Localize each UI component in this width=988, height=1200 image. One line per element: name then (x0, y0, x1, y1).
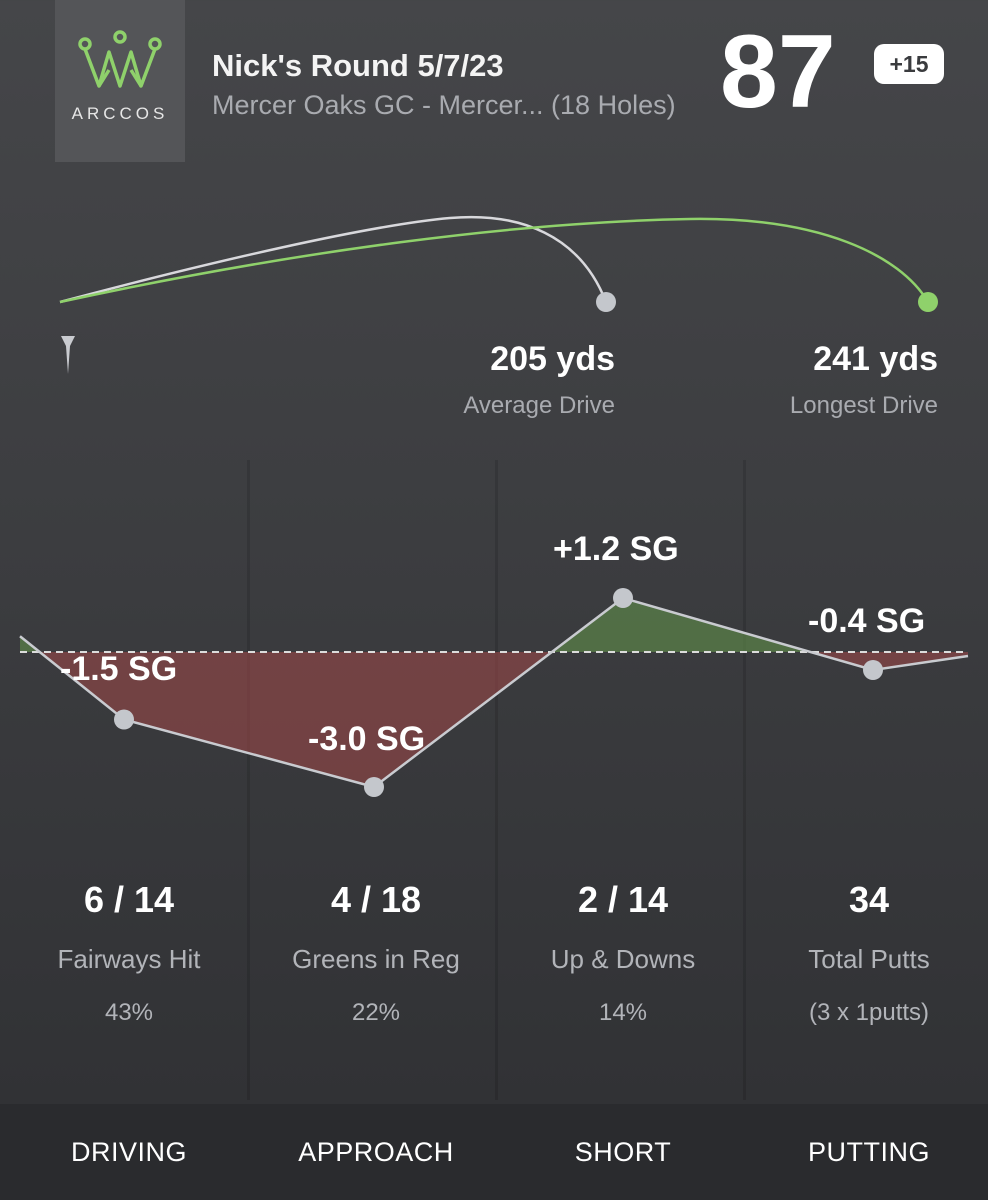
tab-driving[interactable]: DRIVING (70, 1136, 187, 1167)
tab-putting[interactable]: PUTTING (808, 1136, 930, 1167)
average-drive-label: Average Drive (463, 392, 615, 419)
total-score: 87 (720, 14, 836, 130)
total-putts-value: 34 (848, 879, 890, 920)
sg-label-approach: -3.0 SG (308, 720, 426, 758)
sg-negative-area (124, 652, 374, 787)
longest-drive-endpoint (918, 292, 938, 312)
tee-icon (61, 336, 75, 374)
crown-icon (78, 30, 162, 88)
greens-in-reg-label: Greens in Reg (292, 944, 460, 974)
longest-drive-arc (59, 217, 930, 304)
average-drive-value: 205 yds (490, 340, 615, 378)
average-drive-arc (59, 215, 608, 304)
sg-line (19, 596, 969, 789)
strokes-gained-chart (19, 588, 969, 797)
tab-approach[interactable]: APPROACH (298, 1136, 454, 1167)
up-and-downs-percent: 14% (598, 999, 648, 1026)
sg-label-driving: -1.5 SG (60, 650, 178, 688)
drive-trajectory-graphic (59, 215, 938, 374)
stat-driving: 6 / 14 Fairways Hit 43% (5, 870, 253, 1027)
one-putts-detail: (3 x 1putts) (808, 999, 930, 1026)
sg-point-putting (863, 660, 883, 680)
column-divider (247, 460, 250, 1100)
stat-putting: 34 Total Putts (3 x 1putts) (745, 870, 988, 1027)
up-and-downs-value: 2 / 14 (577, 879, 669, 920)
average-drive-endpoint (596, 292, 616, 312)
tab-short[interactable]: SHORT (574, 1136, 672, 1167)
stat-approach: 4 / 18 Greens in Reg 22% (252, 870, 500, 1027)
up-and-downs-label: Up & Downs (550, 944, 696, 974)
arccos-logo: ARCCOS (55, 0, 185, 162)
sg-point-short (613, 588, 633, 608)
greens-in-reg-percent: 22% (351, 999, 401, 1026)
column-divider (743, 460, 746, 1100)
fairways-hit-value: 6 / 14 (83, 879, 175, 920)
greens-in-reg-value: 4 / 18 (330, 879, 422, 920)
column-divider (495, 460, 498, 1100)
longest-drive-value: 241 yds (813, 340, 938, 378)
to-par-badge: +15 (874, 44, 944, 84)
sg-label-putting: -0.4 SG (808, 602, 926, 640)
course-name: Mercer Oaks GC - Mercer... (18 Holes) (212, 90, 676, 120)
longest-drive-label: Longest Drive (789, 392, 938, 419)
brand-name: ARCCOS (71, 104, 169, 123)
round-title: Nick's Round 5/7/23 (212, 48, 504, 83)
stat-short: 2 / 14 Up & Downs 14% (499, 870, 747, 1027)
sg-label-short: +1.2 SG (553, 530, 679, 568)
sg-point-approach (364, 777, 384, 797)
total-putts-label: Total Putts (808, 944, 930, 974)
fairways-hit-label: Fairways Hit (57, 944, 201, 974)
fairways-hit-percent: 43% (104, 999, 154, 1026)
sg-point-driving (114, 709, 134, 730)
category-tab-bar: DRIVING APPROACH SHORT PUTTING (0, 1104, 988, 1200)
